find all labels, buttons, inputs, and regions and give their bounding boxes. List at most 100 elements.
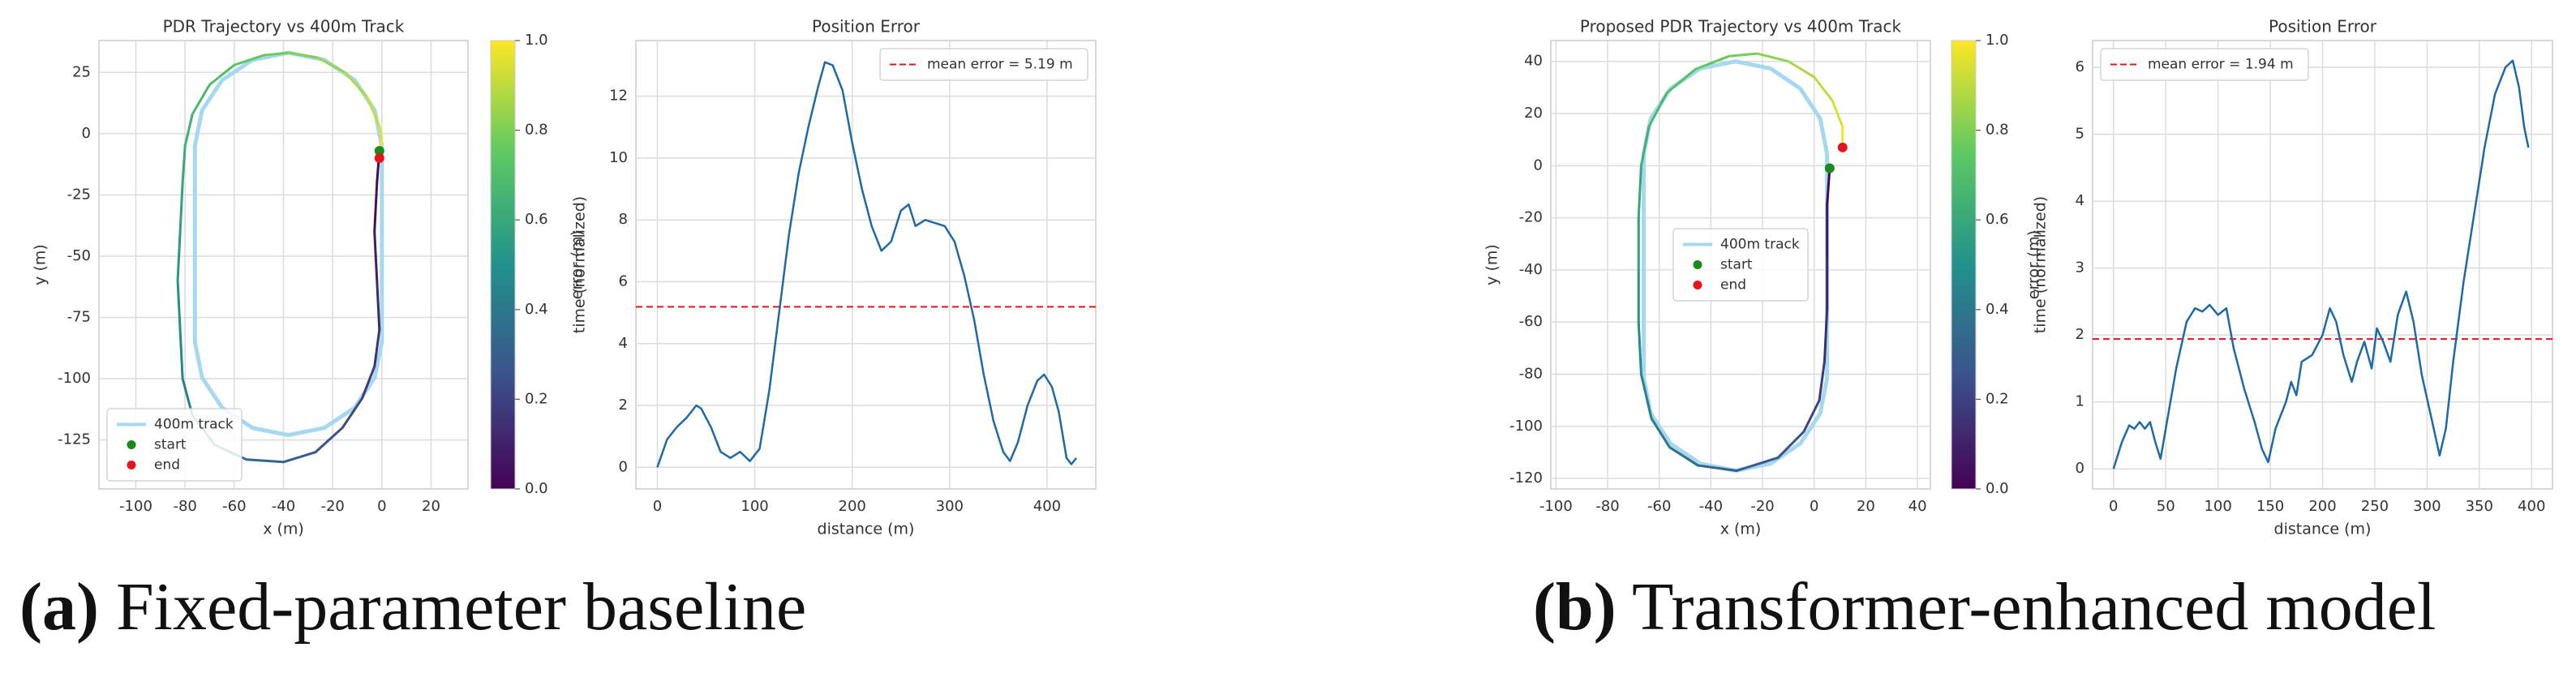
y-tick-label: -50 [67, 247, 91, 264]
caption-text: Transformer-enhanced model [1632, 569, 2436, 645]
x-tick-label: -40 [272, 498, 295, 515]
y-tick-label: 40 [1524, 53, 1543, 70]
trajectory-segment [233, 54, 265, 66]
x-tick-label: -20 [320, 498, 344, 515]
trajectory-segment [341, 397, 364, 429]
trajectory-segment [1637, 320, 1642, 376]
point [374, 145, 384, 156]
trajectory-segment [1637, 164, 1642, 220]
colorbar-tick-label: 0.8 [525, 122, 548, 139]
trajectory-segment [373, 230, 379, 282]
x-tick-label: -100 [1539, 498, 1573, 515]
y-tick-label: -25 [67, 186, 91, 203]
x-tick-label: 300 [2413, 498, 2441, 515]
colorbar-tick-label: 0.2 [1986, 390, 2009, 407]
legend-label: 400m track [1720, 237, 1800, 253]
colorbar-tick-label: 0.0 [1986, 480, 2009, 497]
trajectory-segment [178, 181, 184, 234]
y-tick-label: 4 [2076, 192, 2084, 209]
y-tick-label: 6 [2076, 58, 2084, 75]
colorbar-tick-label: 0.4 [1986, 301, 2009, 318]
y-tick-label: -125 [58, 431, 91, 448]
x-tick-label: 100 [2204, 498, 2231, 515]
x-axis-label: x (m) [263, 521, 304, 538]
y-tick-label: 2 [619, 397, 628, 414]
point [1824, 163, 1835, 174]
x-tick-label: 20 [422, 498, 440, 515]
trajectory-segment [245, 458, 285, 464]
x-tick-label: -20 [1750, 498, 1774, 515]
x-axis-label: distance (m) [2274, 521, 2372, 538]
legend-label: end [1720, 277, 1746, 294]
legend-label: 400m track [154, 417, 234, 433]
trajectory-segment [361, 365, 376, 400]
colorbar-tick-label: 0.8 [1986, 122, 2009, 139]
x-tick-label: 150 [2256, 498, 2284, 515]
error-line [2112, 59, 2530, 469]
trajectory-segment [1802, 399, 1821, 433]
legend-label: start [1720, 257, 1753, 273]
y-tick-label: 1 [2076, 393, 2084, 410]
x-tick-label: 0 [653, 498, 662, 515]
error-line [656, 61, 1077, 468]
x-tick-label: 0 [1810, 498, 1818, 515]
legend-box [106, 408, 243, 482]
y-tick-label: 0 [619, 458, 628, 475]
trajectory-segment [1728, 52, 1759, 58]
y-tick-label: 6 [619, 272, 628, 289]
trajectory-segment [1668, 446, 1699, 467]
x-tick-label: 50 [2157, 498, 2175, 515]
trajectory-segment [1823, 307, 1829, 362]
y-tick-label: -60 [1519, 313, 1543, 330]
trajectory-segment [343, 71, 369, 99]
x-tick-label: 20 [1857, 498, 1875, 515]
x-tick-label: 0 [377, 498, 386, 515]
y-axis-label: error (m) [2025, 230, 2043, 299]
chart-title: Proposed PDR Trajectory vs 400m Track [1580, 17, 1902, 36]
colorbar-label: time (normalized) [2032, 196, 2050, 333]
trajectory-segment [1818, 359, 1826, 402]
x-tick-label: -80 [1595, 498, 1619, 515]
x-axis-label: x (m) [1720, 521, 1762, 538]
trajectory-segment [191, 83, 211, 116]
y-tick-label: 2 [2076, 326, 2084, 343]
plot-area [635, 40, 1097, 490]
x-tick-label: 0 [2109, 498, 2118, 515]
trajectory-segment [378, 125, 384, 140]
colorbar-tick-label: 0.6 [525, 211, 548, 228]
chart-title: Position Error [2269, 17, 2377, 36]
y-tick-label: 0 [2076, 460, 2084, 477]
y-tick-label: 3 [2076, 259, 2084, 276]
colorbar-tick-label: 0.2 [525, 390, 548, 407]
caption-label: (a) [19, 569, 99, 645]
y-tick-label: 8 [619, 211, 628, 228]
trajectory-segment [1756, 52, 1790, 63]
trajectory-segment [176, 230, 182, 282]
trajectory-segment [181, 144, 187, 184]
chart-title: PDR Trajectory vs 400m Track [163, 17, 405, 36]
trajectory-segment [1776, 430, 1805, 459]
trajectory-segment [1694, 54, 1731, 71]
y-tick-label: 12 [609, 88, 628, 105]
y-tick-label: 5 [2076, 126, 2084, 143]
y-tick-label: 0 [1534, 156, 1543, 174]
x-tick-label: 40 [1908, 498, 1927, 515]
figure: PDR Trajectory vs 400m Track -100 -80 -60 -4… [32, 17, 2553, 538]
caption: (a) Fixed-parameter baseline [19, 568, 806, 646]
chart-title: Position Error [812, 17, 921, 36]
x-tick-label: 350 [2466, 498, 2493, 515]
y-tick-label: 20 [1524, 105, 1543, 122]
trajectory-segment [366, 96, 381, 128]
trajectory-segment [1647, 91, 1668, 128]
trajectory-segment [287, 51, 320, 59]
trajectory-segment [208, 63, 236, 86]
trajectory-segment [316, 56, 346, 74]
colorbar-tick-label: 0.0 [525, 480, 548, 497]
legend-label: end [154, 457, 180, 474]
trajectory-segment [1826, 167, 1831, 207]
caption-label: (b) [1533, 569, 1616, 645]
x-tick-label: 200 [2308, 498, 2336, 515]
trajectory-segment [178, 328, 184, 380]
legend-label: mean error = 5.19 m [927, 57, 1073, 73]
